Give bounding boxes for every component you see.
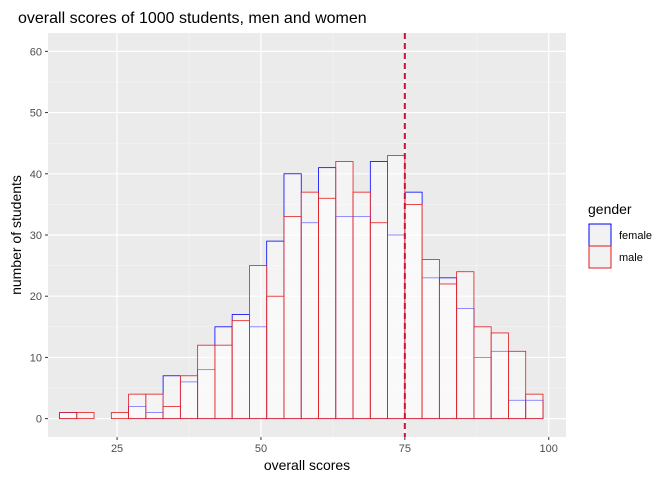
male-bar: [508, 350, 527, 420]
male-bar: [352, 191, 371, 420]
legend-label-male: male: [619, 252, 643, 264]
x-tick-label: 75: [399, 443, 411, 455]
male-bar: [369, 222, 388, 420]
legend-label-female: female: [619, 230, 652, 242]
y-tick-label: 30: [30, 230, 42, 242]
male-bar: [525, 393, 544, 420]
male-bar: [145, 393, 164, 420]
chart-title: overall scores of 1000 students, men and…: [18, 10, 367, 27]
male-bar: [283, 216, 302, 420]
y-tick-label: 10: [30, 352, 42, 364]
male-bar: [162, 405, 181, 420]
male-bar: [214, 344, 233, 420]
male-bar: [76, 412, 95, 420]
x-tick-label: 50: [255, 443, 267, 455]
x-tick-label: 100: [540, 443, 558, 455]
y-tick-label: 0: [36, 414, 42, 426]
x-tick-label: 25: [111, 443, 123, 455]
y-tick-label: 50: [30, 108, 42, 120]
male-bar: [456, 271, 475, 420]
y-axis-ticks: 0 10 20 30 40 50 60: [30, 46, 48, 426]
male-bar: [438, 283, 458, 420]
male-bar: [231, 320, 250, 420]
male-bar: [335, 161, 354, 420]
legend-key-male: [588, 245, 612, 269]
male-bars: [59, 155, 544, 420]
male-bar: [249, 265, 268, 420]
legend-key-female: [588, 223, 612, 247]
y-axis-label: number of students: [8, 175, 24, 295]
male-bar: [59, 412, 78, 420]
male-bar: [404, 203, 423, 420]
legend: gender female male: [588, 201, 652, 269]
female-bars: [59, 161, 544, 420]
male-bar: [300, 191, 319, 420]
male-bar: [197, 344, 216, 420]
male-bar: [266, 295, 285, 420]
x-axis-label: overall scores: [264, 457, 350, 473]
male-bar: [110, 412, 129, 420]
male-bar: [387, 155, 406, 420]
y-tick-label: 60: [30, 46, 42, 58]
legend-title: gender: [588, 201, 632, 217]
y-tick-label: 20: [30, 291, 42, 303]
male-bar: [421, 259, 440, 420]
x-axis-ticks: 25 50 75 100: [111, 437, 558, 455]
y-tick-label: 40: [30, 169, 42, 181]
male-bar: [128, 393, 147, 420]
male-bar: [318, 197, 337, 420]
male-bar: [179, 375, 199, 420]
male-bar: [490, 332, 509, 420]
male-bar: [473, 326, 492, 420]
